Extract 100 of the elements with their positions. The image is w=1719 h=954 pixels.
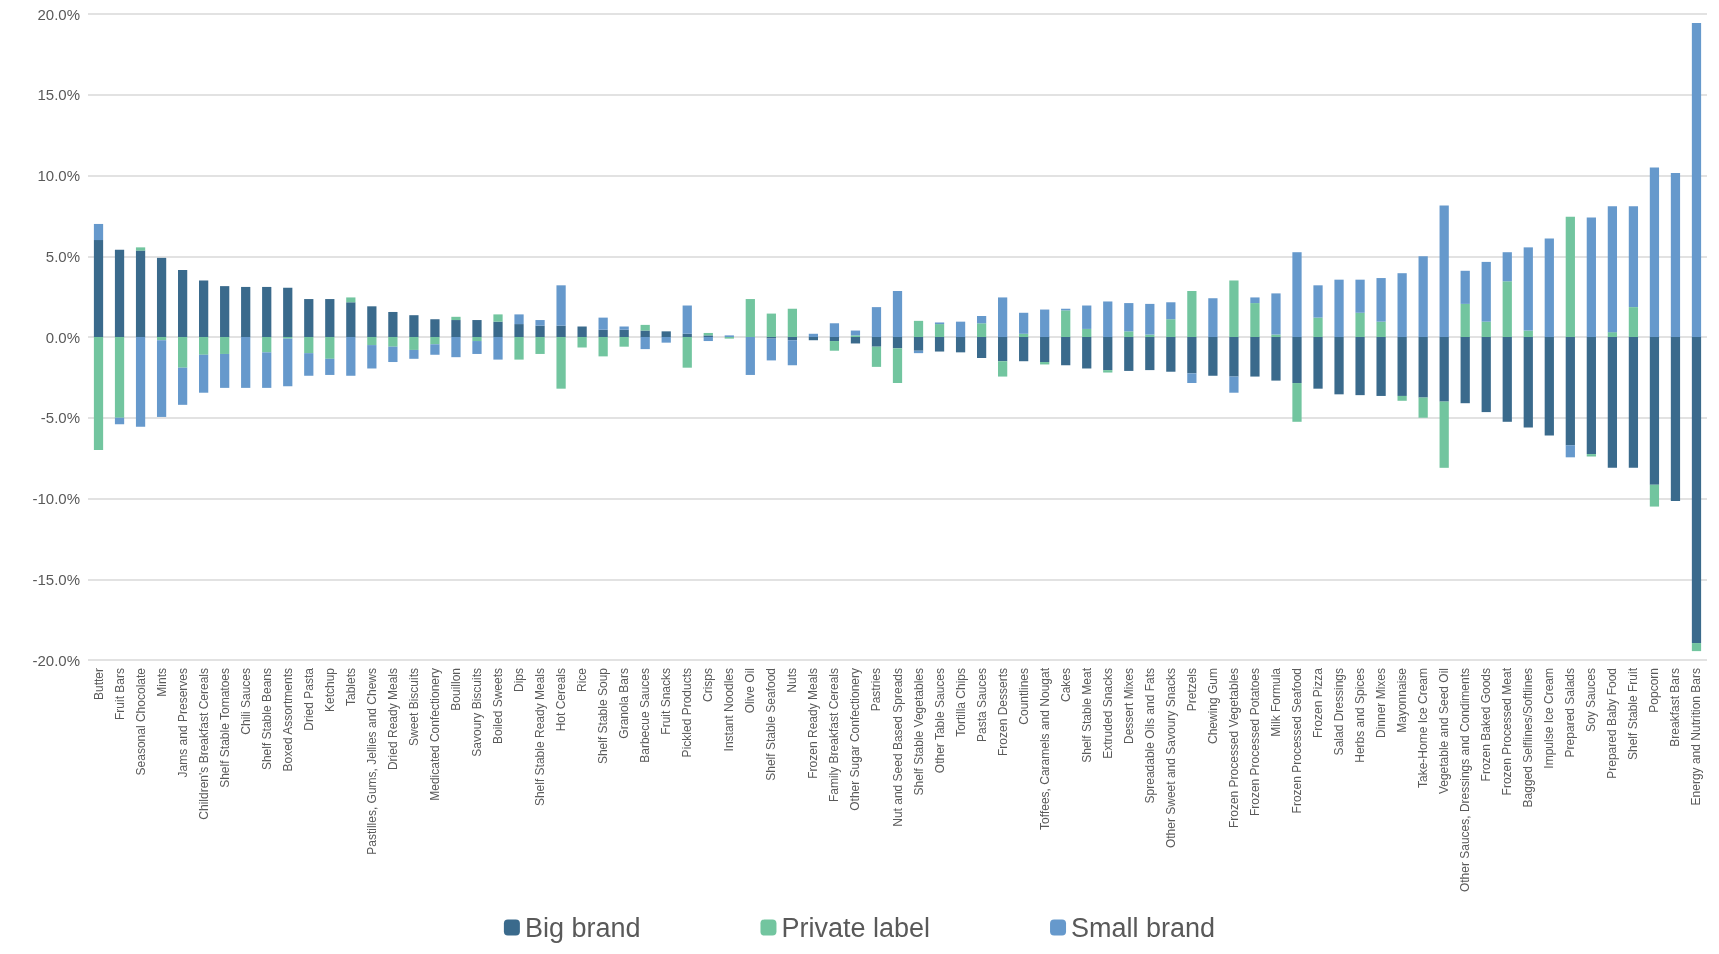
x-tick-label: Dessert Mixes xyxy=(1121,668,1136,745)
x-tick-label: Herbs and Spices xyxy=(1353,668,1368,763)
bar xyxy=(430,319,440,337)
x-tick-label: Fruit Bars xyxy=(112,668,127,721)
bar xyxy=(1439,401,1449,468)
x-tick-label: Frozen Desserts xyxy=(995,668,1010,757)
bar xyxy=(493,321,503,337)
bar xyxy=(556,325,566,337)
x-tick-label: Tablets xyxy=(343,668,358,707)
bar xyxy=(1607,206,1618,333)
bar xyxy=(1061,310,1071,337)
bar xyxy=(1313,285,1323,318)
bar xyxy=(535,320,545,326)
bar xyxy=(829,323,840,337)
bar xyxy=(577,326,587,337)
bar xyxy=(304,299,314,337)
bar xyxy=(745,337,755,375)
x-tick-label: Frozen Processed Meat xyxy=(1500,667,1515,796)
bar xyxy=(1271,337,1281,381)
bar xyxy=(934,324,945,337)
bar xyxy=(998,337,1008,362)
bar xyxy=(430,344,440,355)
bar xyxy=(1649,484,1660,507)
bar xyxy=(1019,337,1029,362)
legend-label: Big brand xyxy=(524,912,641,943)
bar xyxy=(93,240,104,337)
bar xyxy=(135,250,146,337)
bar xyxy=(682,305,692,334)
bar xyxy=(1397,337,1407,396)
bar xyxy=(598,337,608,357)
bar xyxy=(1103,370,1113,373)
bar xyxy=(1397,273,1407,337)
x-tick-label: Dinner Mixes xyxy=(1374,668,1389,739)
bar xyxy=(1691,22,1702,337)
bar xyxy=(808,333,819,337)
bar xyxy=(976,337,987,358)
x-tick-label: Dried Ready Meals xyxy=(385,668,400,771)
x-tick-label: Frozen Processed Vegetables xyxy=(1226,668,1241,829)
bar xyxy=(1208,298,1218,337)
bar xyxy=(703,337,713,342)
bar xyxy=(913,320,924,337)
bar xyxy=(514,337,524,360)
bar xyxy=(1586,337,1596,455)
x-tick-label: Mints xyxy=(154,668,169,697)
bar xyxy=(1166,319,1176,337)
x-tick-label: Crisps xyxy=(701,668,716,703)
bar xyxy=(1208,337,1218,376)
bar xyxy=(262,337,272,353)
bar xyxy=(430,337,440,345)
x-tick-label: Dried Pasta xyxy=(301,667,316,731)
bar xyxy=(1229,376,1239,393)
bar xyxy=(1565,337,1575,446)
bar xyxy=(1649,167,1660,337)
x-tick-label: Jams and Preserves xyxy=(175,668,190,778)
bar xyxy=(1292,383,1302,422)
x-tick-label: Olive Oil xyxy=(743,668,758,714)
bar xyxy=(156,337,167,341)
bar xyxy=(135,247,146,251)
bar xyxy=(892,337,903,349)
x-tick-label: Pickled Products xyxy=(680,668,695,758)
bar xyxy=(1124,337,1134,371)
bar xyxy=(871,346,882,367)
x-tick-label: Chewing Gum xyxy=(1205,668,1220,745)
x-tick-label: Boiled Sweets xyxy=(491,668,506,745)
x-tick-label: Energy and Nutrition Bars xyxy=(1689,668,1704,806)
bar xyxy=(1481,337,1491,413)
bar xyxy=(640,330,650,337)
x-tick-label: Countlines xyxy=(1016,668,1031,725)
bar xyxy=(514,314,524,325)
bar xyxy=(388,337,398,347)
bar xyxy=(787,308,797,337)
bar xyxy=(1376,278,1386,322)
bar xyxy=(220,353,230,388)
x-tick-label: Frozen Baked Goods xyxy=(1479,668,1494,782)
bar xyxy=(1502,252,1512,282)
y-tick-label: -20.0% xyxy=(32,651,80,669)
bar xyxy=(156,257,167,337)
bar xyxy=(156,340,167,417)
x-tick-label: Milk Formula xyxy=(1268,667,1283,737)
bar xyxy=(640,324,650,331)
x-tick-label: Toffees, Caramels and Nougat xyxy=(1037,667,1052,830)
bar xyxy=(388,346,398,363)
bar xyxy=(262,352,272,388)
bar xyxy=(661,331,671,337)
x-tick-label: Shelf Stable Ready Meals xyxy=(533,668,548,807)
bar xyxy=(1691,643,1702,652)
x-tick-label: Salad Dressings xyxy=(1332,668,1347,756)
bar xyxy=(1607,332,1618,337)
x-tick-label: Shelf Stable Seafood xyxy=(764,668,779,781)
bar xyxy=(472,320,482,337)
bar xyxy=(1292,337,1302,384)
legend-label: Private label xyxy=(781,912,931,943)
x-tick-label: Family Breakfast Cereals xyxy=(827,668,842,803)
bar xyxy=(199,337,209,355)
bar xyxy=(1460,270,1470,304)
bar xyxy=(346,302,356,337)
x-tick-label: Frozen Processed Potatoes xyxy=(1247,668,1262,817)
bar xyxy=(766,338,776,361)
bar xyxy=(1334,279,1344,337)
x-tick-label: Other Sugar Confectionery xyxy=(848,668,863,811)
